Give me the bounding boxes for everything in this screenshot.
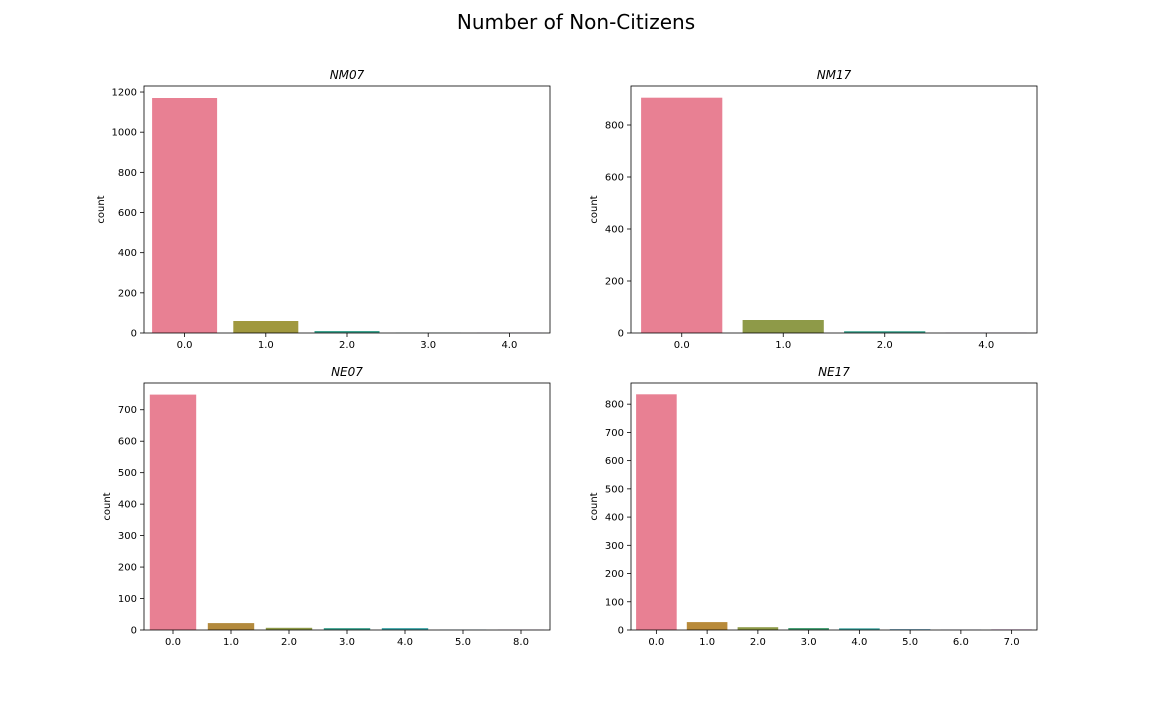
y-tick-label: 1200	[112, 88, 137, 99]
bar	[889, 629, 931, 630]
y-axis-label: count	[102, 492, 113, 520]
x-tick-label: 2.0	[281, 637, 297, 648]
x-tick-label: 4.0	[501, 340, 517, 351]
x-tick-label: 8.0	[513, 637, 529, 648]
y-tick-label: 400	[118, 500, 137, 511]
subplot-title: NM17	[817, 68, 852, 82]
bar	[381, 628, 429, 630]
x-tick-label: 0.0	[177, 340, 193, 351]
y-tick-label: 200	[605, 569, 624, 580]
y-tick-label: 200	[605, 277, 624, 288]
x-tick-label: 2.0	[339, 340, 355, 351]
bar	[844, 331, 926, 333]
x-tick-label: 3.0	[420, 340, 436, 351]
bar	[265, 627, 313, 630]
x-tick-label: 0.0	[165, 637, 181, 648]
x-tick-label: 3.0	[801, 637, 817, 648]
bar	[788, 628, 829, 630]
x-tick-label: 7.0	[1004, 637, 1020, 648]
x-tick-label: 4.0	[978, 340, 994, 351]
x-tick-label: 5.0	[455, 637, 471, 648]
y-tick-label: 600	[605, 173, 624, 184]
x-tick-label: 6.0	[953, 637, 969, 648]
plot-frame	[143, 382, 551, 631]
bar	[323, 628, 371, 630]
bar	[149, 394, 197, 630]
bar	[737, 627, 779, 630]
y-tick-label: 500	[605, 484, 624, 495]
subplot-title: NE17	[818, 365, 850, 379]
subplot-3: 0 100 200 300 400 500 600 700 0.0 1.0 2.0 3.0 4.0 5.0…	[102, 365, 551, 648]
x-tick-label: 1.0	[223, 637, 239, 648]
plot-frame	[630, 85, 1038, 334]
y-tick-label: 1000	[112, 128, 137, 139]
y-tick-label: 400	[118, 248, 137, 259]
bar	[839, 628, 880, 630]
bar	[742, 320, 824, 333]
x-tick-label: 4.0	[397, 637, 413, 648]
bar	[636, 394, 677, 630]
y-tick-label: 200	[118, 563, 137, 574]
y-tick-label: 0	[131, 329, 137, 340]
y-tick-label: 600	[605, 456, 624, 467]
x-tick-label: 3.0	[339, 637, 355, 648]
y-tick-label: 300	[605, 541, 624, 552]
x-tick-label: 0.0	[648, 637, 664, 648]
x-tick-label: 2.0	[877, 340, 893, 351]
bar	[207, 623, 255, 630]
x-tick-label: 1.0	[258, 340, 274, 351]
y-tick-label: 800	[605, 121, 624, 132]
subplot-1: 0 200 400 600 800 1000 1200 0.0 1.0 2.0 3.0 4.0 coun…	[96, 68, 551, 351]
y-tick-label: 100	[118, 594, 137, 605]
plot-frame	[630, 382, 1038, 631]
y-axis-label: count	[589, 195, 600, 223]
y-tick-label: 200	[118, 288, 137, 299]
y-tick-label: 100	[605, 597, 624, 608]
y-tick-label: 600	[118, 208, 137, 219]
y-tick-label: 400	[605, 513, 624, 524]
y-tick-label: 800	[605, 400, 624, 411]
bar	[314, 331, 380, 333]
y-tick-label: 700	[605, 428, 624, 439]
y-tick-label: 700	[118, 405, 137, 416]
bar	[152, 98, 218, 333]
x-tick-label: 0.0	[674, 340, 690, 351]
x-tick-label: 5.0	[902, 637, 918, 648]
y-tick-label: 0	[131, 626, 137, 637]
x-tick-label: 1.0	[699, 637, 715, 648]
subplot-title: NE07	[331, 365, 363, 379]
y-axis-label: count	[96, 195, 107, 223]
bar	[686, 622, 728, 630]
figure-title: Number of Non-Citizens	[456, 10, 696, 34]
y-tick-label: 600	[118, 437, 137, 448]
y-tick-label: 800	[118, 168, 137, 179]
x-tick-label: 1.0	[775, 340, 791, 351]
subplot-4: 0 100 200 300 400 500 600 700 800 0.0 1.0 2.0 3.0 4.0…	[589, 365, 1038, 648]
subplot-title: NM07	[330, 68, 365, 82]
y-tick-label: 300	[118, 531, 137, 542]
y-tick-label: 500	[118, 468, 137, 479]
y-axis-label: count	[589, 492, 600, 520]
y-tick-label: 0	[618, 329, 624, 340]
bar	[641, 97, 723, 333]
x-tick-label: 4.0	[851, 637, 867, 648]
y-tick-label: 400	[605, 225, 624, 236]
y-tick-label: 0	[618, 626, 624, 637]
x-tick-label: 2.0	[750, 637, 766, 648]
bar	[233, 321, 299, 333]
subplot-2: 0 200 400 600 800 0.0 1.0 2.0 4.0 count NM17	[589, 68, 1038, 351]
